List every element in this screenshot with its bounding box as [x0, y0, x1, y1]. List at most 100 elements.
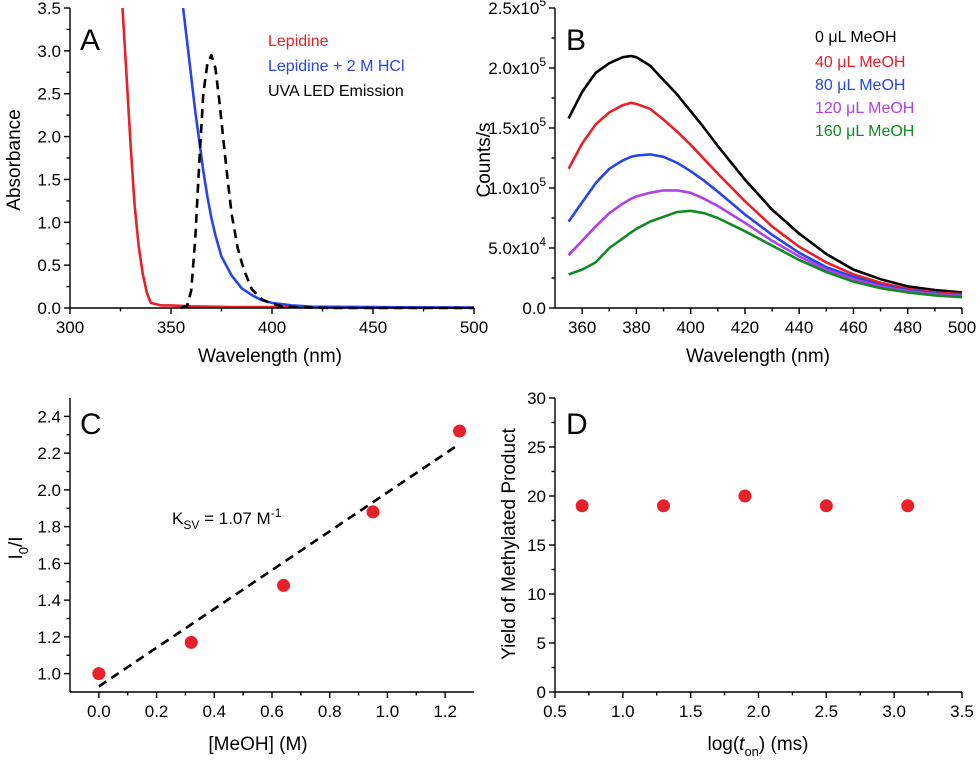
- x-tick-label: 300: [56, 318, 84, 337]
- data-point: [575, 499, 589, 513]
- ylabel-rest: /I: [6, 536, 27, 547]
- tick-mantissa: 2.5x10: [488, 0, 539, 18]
- legend-entry: 40 μL MeOH: [815, 54, 905, 71]
- panel-c: C 0.0 0.2 0.4 0.6 0.8 1.0 1.2 1.0 1.2 1.4 1.6 1.8 2.…: [6, 398, 474, 755]
- y-tick-label: 15: [527, 536, 546, 555]
- legend-entry: 80 μL MeOH: [815, 77, 905, 94]
- xlabel-sub: on: [744, 744, 758, 759]
- series-line-1: [567, 101, 963, 296]
- y-tick-label: 1.2: [37, 628, 61, 647]
- series-line-2: [567, 153, 963, 297]
- panel-b-ylabel: Counts/s: [474, 123, 495, 198]
- series-line-1: [181, 7, 475, 309]
- panel-d: D 0.5 1.0 1.5 2.0 2.5 3.0 3.5 0 5 10 15 20 25 30 log(…: [499, 389, 974, 759]
- x-tick-label: 0.4: [202, 702, 226, 721]
- annotation-rest: = 1.07 M: [199, 509, 270, 528]
- tick-mantissa: 1.5x10: [488, 119, 539, 138]
- data-point: [184, 635, 198, 649]
- legend-entry: Lepidine + 2 M HCl: [268, 58, 405, 75]
- data-point: [657, 499, 671, 513]
- x-tick-label: 460: [839, 318, 867, 337]
- panel-a-xlabel: Wavelength (nm): [198, 346, 342, 367]
- y-tick-label: 1.6: [37, 554, 61, 573]
- y-tick-label: 5: [537, 634, 546, 653]
- x-tick-label: 360: [568, 318, 596, 337]
- x-tick-label: 0.6: [260, 702, 284, 721]
- tick-mantissa: 0.0: [522, 299, 546, 318]
- legend-entry: UVA LED Emission: [268, 83, 404, 100]
- x-tick-label: 0.8: [318, 702, 342, 721]
- x-tick-label: 2.0: [747, 702, 771, 721]
- y-tick-label: 1.4: [37, 591, 61, 610]
- x-tick-label: 400: [676, 318, 704, 337]
- y-tick-label: 2.5: [37, 85, 61, 104]
- tick-exponent: 5: [539, 175, 546, 189]
- ylabel-sub: 0: [16, 547, 31, 554]
- panel-a: A 300 350 400 450 500 0.0 0.5 1.0 1.5 2.0 2.5 3.0 3.…: [4, 0, 488, 367]
- panel-c-letter: C: [80, 408, 102, 441]
- series-line-4: [568, 209, 963, 299]
- y-tick-label: 0.0: [522, 299, 546, 318]
- tick-mantissa: 5.0x10: [488, 239, 539, 258]
- panel-b-legend: 0 μL MeOH 40 μL MeOH 80 μL MeOH 120 μL M…: [815, 29, 914, 140]
- x-tick-label: 3.5: [950, 702, 974, 721]
- y-tick-label: 3.0: [37, 42, 61, 61]
- y-tick-label: 2.4: [37, 407, 61, 426]
- series-line-0: [121, 7, 475, 310]
- x-tick-label: 500: [460, 318, 488, 337]
- y-tick-label: 2.0x105: [488, 55, 546, 78]
- x-tick-label: 440: [785, 318, 813, 337]
- panel-b: B 360 380 400 420 440 460 480 500 0.0 5.0x104 1.0x…: [474, 0, 976, 367]
- y-tick-label: 1.0: [37, 665, 61, 684]
- x-tick-label: 1.0: [611, 702, 635, 721]
- x-tick-label: 420: [731, 318, 759, 337]
- annotation-sup: -1: [271, 506, 282, 520]
- x-tick-label: 0.2: [145, 702, 169, 721]
- tick-exponent: 5: [539, 55, 546, 69]
- y-tick-label: 25: [527, 438, 546, 457]
- x-tick-label: 1.0: [376, 702, 400, 721]
- panel-a-letter: A: [80, 24, 100, 57]
- x-tick-label: 480: [894, 318, 922, 337]
- panel-a-legend: Lepidine Lepidine + 2 M HCl UVA LED Emis…: [268, 33, 405, 100]
- data-point: [738, 489, 752, 503]
- x-tick-label: 380: [622, 318, 650, 337]
- panel-a-axes: 300 350 400 450 500 0.0 0.5 1.0 1.5 2.0 2.5 3.0 3.5: [37, 0, 488, 337]
- xlabel-post: ) (ms): [759, 734, 809, 755]
- legend-entry: 160 μL MeOH: [815, 123, 914, 140]
- y-tick-label: 1.8: [37, 518, 61, 537]
- y-tick-label: 10: [527, 585, 546, 604]
- tick-mantissa: 1.0x10: [488, 179, 539, 198]
- x-tick-label: 500: [948, 318, 976, 337]
- y-tick-label: 3.5: [37, 0, 61, 18]
- ksv-annotation: KSV = 1.07 M-1: [172, 506, 282, 532]
- y-tick-label: 2.0: [37, 481, 61, 500]
- panel-d-ylabel: Yield of Methylated Product: [499, 427, 520, 659]
- y-tick-label: 1.0x105: [488, 175, 546, 198]
- y-tick-label: 30: [527, 389, 546, 408]
- x-tick-label: 450: [359, 318, 387, 337]
- data-point: [453, 424, 467, 438]
- panel-b-axes: 360 380 400 420 440 460 480 500 0.0 5.0x104 1.0x10…: [488, 0, 976, 337]
- series-line-3: [567, 189, 963, 298]
- y-tick-label: 20: [527, 487, 546, 506]
- x-tick-label: 350: [157, 318, 185, 337]
- x-tick-label: 1.2: [433, 702, 457, 721]
- ylabel-main: I: [6, 554, 27, 559]
- data-point: [819, 499, 833, 513]
- x-tick-label: 2.5: [815, 702, 839, 721]
- y-tick-label: 2.2: [37, 444, 61, 463]
- panel-b-xlabel: Wavelength (nm): [686, 346, 830, 367]
- series-line-0: [567, 54, 963, 294]
- panel-c-xlabel: [MeOH] (M): [208, 734, 307, 755]
- tick-mantissa: 2.0x10: [488, 59, 539, 78]
- y-tick-label: 0: [537, 683, 546, 702]
- panel-a-plot: [121, 7, 475, 310]
- data-point: [366, 505, 380, 519]
- legend-entry: 120 μL MeOH: [815, 100, 914, 117]
- legend-entry: 0 μL MeOH: [815, 29, 897, 46]
- y-tick-label: 2.0: [37, 128, 61, 147]
- series-line-2: [180, 53, 474, 310]
- y-tick-label: 1.5: [37, 170, 61, 189]
